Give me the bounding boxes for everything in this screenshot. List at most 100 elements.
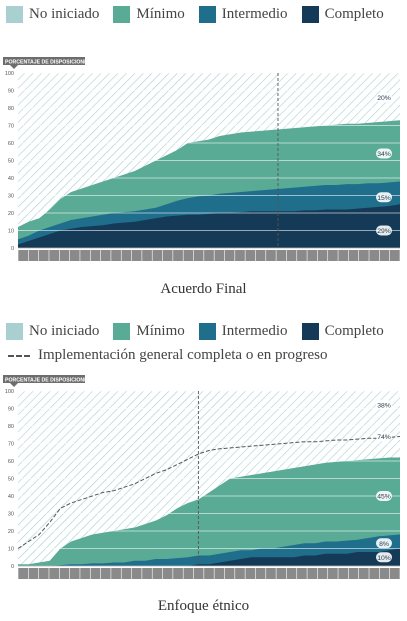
x-tick-box — [28, 250, 39, 261]
data-label-text: 29% — [377, 228, 391, 235]
y-tick-label: 60 — [8, 459, 14, 465]
y-tick-label: 10 — [8, 547, 14, 553]
x-tick-box — [328, 250, 338, 261]
overall-implementation-line — [17, 436, 401, 549]
x-tick-box — [49, 568, 59, 579]
data-label-bg — [376, 148, 392, 159]
x-tick-box — [389, 250, 400, 261]
x-tick-box — [348, 250, 359, 261]
legend-item-no-iniciado: No iniciado — [6, 323, 99, 340]
y-axis-tag-text: PORCENTAJE DE DISPOSICIONES — [5, 60, 92, 66]
x-axis-tick-band — [18, 250, 400, 261]
area-mínimo — [18, 457, 400, 566]
x-tick-box — [379, 250, 390, 261]
legend-label: Mínimo — [136, 6, 185, 22]
legend-label: No iniciado — [29, 323, 100, 339]
y-tick-label: 90 — [8, 89, 14, 95]
legend-item-completo: Completo — [301, 6, 384, 23]
x-tick-box — [276, 568, 287, 579]
x-tick-box — [286, 250, 297, 261]
legend-label: Completo — [324, 323, 384, 339]
y-tick-label: 50 — [8, 159, 14, 165]
data-label: 29% — [376, 225, 392, 236]
x-tick-box — [297, 568, 307, 579]
x-tick-box — [142, 568, 152, 579]
x-tick-box — [369, 250, 380, 261]
y-axis-tag: PORCENTAJE DE DISPOSICIONES — [3, 375, 92, 387]
x-tick-box — [80, 568, 90, 579]
y-tick-label: 20 — [8, 529, 14, 535]
y-tick-label: 80 — [8, 424, 14, 430]
y-tick-label: 70 — [8, 124, 14, 130]
legend-label: Implementación general completa o en pro… — [38, 347, 328, 363]
x-tick-box — [245, 568, 256, 579]
y-axis-tag-pointer — [10, 383, 18, 387]
legend-item-minimo: Mínimo — [113, 323, 185, 340]
y-axis-tag-bg — [3, 57, 85, 65]
x-tick-box — [18, 568, 29, 579]
data-label-bg — [376, 225, 392, 236]
legend-swatch — [113, 323, 131, 340]
x-tick-box — [255, 250, 266, 261]
data-label-bg — [376, 552, 392, 563]
data-label-text: 45% — [377, 494, 391, 501]
legend-swatch — [301, 323, 319, 340]
x-tick-box — [317, 568, 328, 579]
legend-label: No iniciado — [29, 6, 100, 22]
chart-caption-enfoque-etnico: Enfoque étnico — [157, 598, 250, 614]
x-tick-box — [328, 568, 338, 579]
legend-item-intermedio: Intermedio — [198, 323, 288, 340]
data-label-bg — [376, 92, 392, 103]
x-tick-box — [162, 568, 173, 579]
x-tick-box — [131, 568, 142, 579]
legend-top: No iniciado Mínimo Intermedio Completo — [6, 6, 398, 23]
y-tick-label: 30 — [8, 512, 14, 518]
x-tick-box — [162, 250, 173, 261]
legend-swatch — [6, 6, 23, 23]
legend-item-completo: Completo — [301, 323, 384, 340]
x-tick-box — [59, 250, 70, 261]
data-label: 38% — [376, 400, 392, 410]
x-tick-box — [338, 568, 349, 579]
x-tick-box — [111, 250, 121, 261]
x-tick-box — [80, 250, 90, 261]
x-tick-box — [173, 250, 183, 261]
legend-label: Completo — [324, 6, 384, 22]
legend-label: Mínimo — [136, 323, 185, 339]
data-label-bg — [376, 192, 392, 203]
x-tick-box — [359, 250, 369, 261]
data-label-text: 8% — [379, 541, 389, 548]
x-tick-box — [266, 250, 276, 261]
x-tick-box — [49, 250, 59, 261]
y-tick-label: 20 — [8, 211, 14, 217]
x-tick-box — [59, 568, 70, 579]
x-tick-box — [193, 568, 204, 579]
x-tick-box — [204, 568, 214, 579]
x-tick-box — [18, 250, 29, 261]
x-tick-box — [389, 568, 400, 579]
x-tick-box — [28, 568, 39, 579]
y-tick-label: 60 — [8, 141, 14, 147]
legend-swatch — [301, 6, 319, 23]
chart-acuerdo-final: PORCENTAJE DE DISPOSICIONES 0 10 20 30 40 50 60… — [3, 57, 400, 261]
x-tick-box — [369, 568, 380, 579]
x-tick-box — [142, 250, 152, 261]
data-label: 34% — [376, 148, 392, 159]
data-label: 15% — [376, 192, 392, 203]
x-tick-box — [152, 250, 163, 261]
x-tick-box — [255, 568, 266, 579]
x-tick-box — [286, 568, 297, 579]
legend-label: Intermedio — [221, 6, 288, 22]
x-tick-box — [69, 250, 80, 261]
legend-item-no-iniciado: No iniciado — [6, 6, 99, 23]
x-tick-box — [214, 568, 225, 579]
x-tick-box — [224, 250, 235, 261]
x-tick-box — [307, 250, 318, 261]
legend-item-intermedio: Intermedio — [198, 6, 288, 23]
x-tick-box — [121, 568, 132, 579]
legend-swatch — [198, 323, 216, 340]
legend-swatch — [113, 6, 131, 23]
data-label-text: 74% — [377, 434, 391, 441]
y-axis-tag-pointer — [10, 65, 18, 69]
x-tick-box — [183, 568, 194, 579]
